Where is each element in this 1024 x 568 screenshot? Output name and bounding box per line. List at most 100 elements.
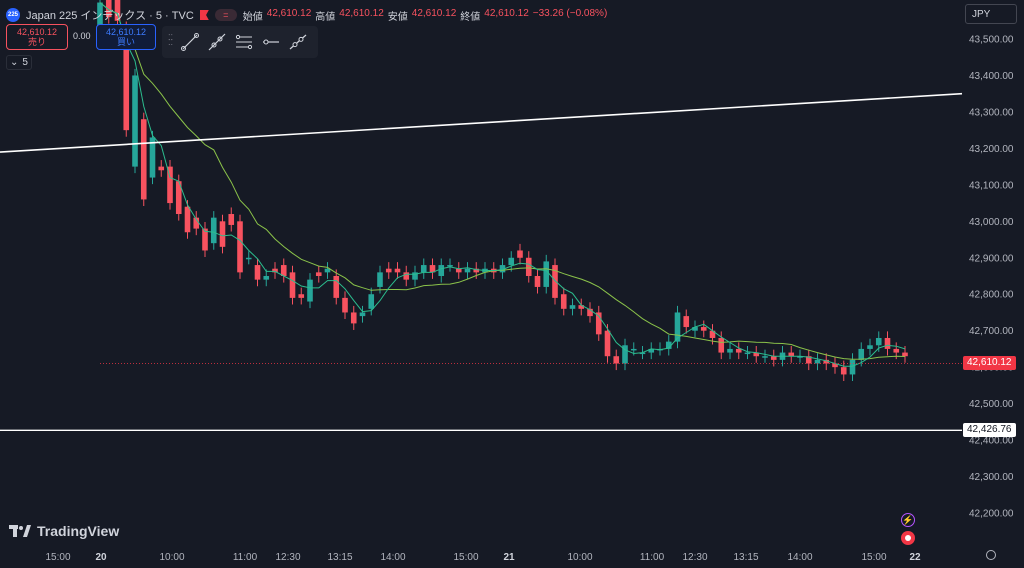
spread-value: 0.00 bbox=[73, 31, 91, 41]
candle-body bbox=[893, 348, 900, 353]
candle-body bbox=[639, 352, 646, 355]
last-price-tag: 42,610.12 bbox=[963, 356, 1016, 371]
tradingview-logo-icon bbox=[9, 525, 31, 537]
candle-body bbox=[525, 257, 532, 276]
x-tick-label: 13:15 bbox=[733, 552, 758, 563]
x-tick-label: 21 bbox=[503, 552, 515, 563]
candle-body bbox=[508, 257, 515, 266]
chevron-down-icon: ⌄ bbox=[10, 57, 19, 68]
candle-body bbox=[630, 348, 637, 351]
candle-body bbox=[438, 265, 445, 276]
x-tick-label: 14:00 bbox=[787, 552, 812, 563]
candle-body bbox=[193, 217, 200, 229]
x-tick-label: 10:00 bbox=[567, 552, 592, 563]
candle-body bbox=[307, 279, 313, 302]
candle-body bbox=[455, 268, 462, 273]
candle-body bbox=[324, 268, 331, 273]
candle-body bbox=[132, 75, 138, 167]
tradingview-logo[interactable]: TradingView bbox=[9, 523, 119, 539]
candle-body bbox=[123, 28, 130, 131]
candle-body bbox=[210, 217, 217, 244]
candle-body bbox=[840, 367, 847, 375]
x-tick-label: 10:00 bbox=[159, 552, 184, 563]
candle-body bbox=[245, 257, 252, 260]
sell-button[interactable]: 42,610.12 売り bbox=[6, 24, 68, 50]
candle-body bbox=[394, 268, 401, 273]
x-tick-label: 11:00 bbox=[640, 552, 665, 563]
x-tick-label: 15:00 bbox=[453, 552, 478, 563]
low-value: 42,610.12 bbox=[411, 7, 457, 19]
candle-body bbox=[140, 119, 147, 200]
candle-body bbox=[569, 305, 576, 309]
currency-selector[interactable]: JPY bbox=[965, 4, 1017, 24]
symbol-title[interactable]: Japan 225 インデックス · 5 · TVC bbox=[26, 10, 194, 22]
x-tick-label: 20 bbox=[95, 552, 107, 563]
ma-fast-line bbox=[99, 2, 906, 367]
candle-body bbox=[665, 341, 672, 349]
candle-body bbox=[744, 352, 751, 355]
y-tick-label: 43,400.00 bbox=[969, 71, 1014, 82]
open-label: 始値 bbox=[242, 11, 263, 23]
horizontal-ray-icon[interactable] bbox=[260, 31, 282, 53]
candle-body bbox=[149, 137, 156, 178]
candle-body bbox=[814, 359, 821, 364]
indicators-toggle[interactable]: ⌄ 5 bbox=[6, 55, 32, 70]
candle-body bbox=[350, 312, 357, 324]
y-tick-label: 43,200.00 bbox=[969, 144, 1014, 155]
symbol-badge[interactable]: 225 bbox=[6, 8, 20, 22]
candle-body bbox=[228, 214, 235, 225]
trend-line-icon[interactable] bbox=[179, 31, 201, 53]
time-axis: 15:00 20 10:00 11:00 12:30 13:15 14:00 15:00 21 1… bbox=[45, 552, 921, 563]
chart-header: 225 Japan 225 インデックス · 5 · TVC = 始値 42,61… bbox=[6, 8, 608, 23]
gear-icon[interactable] bbox=[986, 550, 996, 560]
flag-icon[interactable] bbox=[199, 10, 209, 20]
close-label: 終値 bbox=[460, 11, 481, 23]
candle-body bbox=[97, 2, 103, 40]
candle-body bbox=[867, 345, 873, 349]
close-value: 42,610.12 bbox=[484, 7, 529, 19]
candle-body bbox=[587, 308, 593, 317]
ray-icon[interactable] bbox=[206, 31, 228, 53]
candle-body bbox=[342, 297, 348, 313]
drag-handle-icon[interactable]: ⁚⁚ ⁚⁚ bbox=[168, 33, 174, 47]
candle-body bbox=[167, 166, 173, 204]
candle-body bbox=[884, 337, 891, 349]
candle-body bbox=[184, 206, 191, 233]
candle-body bbox=[175, 181, 182, 215]
candle-body bbox=[280, 265, 287, 276]
record-event-icon[interactable] bbox=[901, 531, 915, 545]
candle-body bbox=[762, 356, 768, 358]
candle-body bbox=[735, 348, 742, 353]
x-tick-label: 14:00 bbox=[380, 552, 405, 563]
y-tick-label: 42,500.00 bbox=[969, 399, 1014, 410]
trend-line bbox=[0, 92, 963, 153]
candle-body bbox=[700, 327, 707, 331]
candle-body bbox=[622, 345, 628, 364]
candle-body bbox=[298, 294, 305, 298]
candle-body bbox=[770, 356, 777, 360]
parallel-channel-icon[interactable] bbox=[233, 31, 255, 53]
candle-body bbox=[718, 337, 725, 353]
candle-body bbox=[359, 312, 366, 317]
buy-button[interactable]: 42,610.12 買い bbox=[96, 24, 156, 50]
extended-line-icon[interactable] bbox=[287, 31, 309, 53]
ohlc-values: 始値 42,610.12 高値 42,610.12 安値 42,610.12 終値 42… bbox=[243, 8, 608, 23]
candle-body bbox=[263, 276, 270, 280]
candle-body bbox=[385, 268, 392, 273]
hide-legend-icon[interactable]: = bbox=[214, 9, 237, 21]
horizontal-line-tag[interactable]: 42,426.76 bbox=[963, 423, 1016, 438]
candle-body bbox=[727, 348, 733, 353]
candle-body bbox=[560, 294, 567, 309]
y-tick-label: 43,500.00 bbox=[969, 35, 1014, 46]
candle-body bbox=[604, 330, 611, 357]
ma-slow-line bbox=[99, 2, 906, 360]
candle-body bbox=[805, 356, 812, 364]
x-tick-label: 11:00 bbox=[233, 552, 258, 563]
candle-body bbox=[333, 276, 340, 298]
y-tick-label: 42,200.00 bbox=[969, 509, 1014, 520]
candle-body bbox=[823, 359, 830, 364]
lightning-event-icon[interactable]: ⚡ bbox=[901, 513, 915, 527]
y-tick-label: 42,800.00 bbox=[969, 290, 1014, 301]
sell-price: 42,610.12 bbox=[16, 27, 58, 37]
